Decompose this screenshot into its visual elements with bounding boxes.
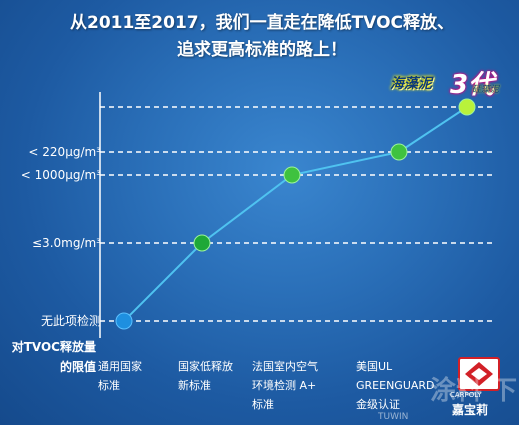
brand-emblem-icon	[458, 357, 500, 391]
logo-text: 海藻泥	[390, 76, 432, 92]
x-tick-label: 美国UL GREENGUARD 金级认证	[356, 360, 435, 411]
brand-logo: CARPOLY 嘉宝莉	[444, 355, 514, 419]
brand-english: CARPOLY	[450, 391, 482, 399]
title-line-1: 从2011至2017，我们一直走在降低TVOC释放、	[69, 13, 454, 33]
y-tick-label: ≤3.0mg/m³	[32, 236, 101, 250]
x-tick-label: 法国室内空气 环境检测 A+ 标准	[252, 360, 318, 411]
x-tick-label: 通用国家 标准	[98, 360, 142, 392]
y-tick-label: < 220μg/m³	[28, 145, 101, 159]
brand-chinese: 嘉宝莉	[452, 403, 489, 417]
logo-sub: 硅藻泥	[472, 85, 500, 95]
y-axis-title: 对TVOC释放量的限值	[11, 340, 96, 374]
title-line-2: 追求更高标准的路上！	[177, 40, 347, 60]
data-point	[390, 143, 408, 161]
y-tick-label: 无此项检测	[40, 314, 101, 328]
logo-generation: 3代	[450, 70, 495, 100]
data-point	[283, 166, 301, 184]
page-title: 从2011至2017，我们一直走在降低TVOC释放、 追求更高标准的路上！	[22, 10, 502, 64]
product-logo: 海藻泥 3代 硅藻泥	[386, 70, 504, 100]
series-line	[123, 106, 468, 322]
data-point	[115, 312, 133, 330]
data-point	[458, 98, 476, 116]
watermark-sub: TUWIN	[378, 412, 409, 422]
y-tick-label: < 1000μg/m³	[20, 168, 101, 182]
data-point	[193, 234, 211, 252]
x-tick-label: 国家低释放 新标准	[178, 360, 233, 392]
